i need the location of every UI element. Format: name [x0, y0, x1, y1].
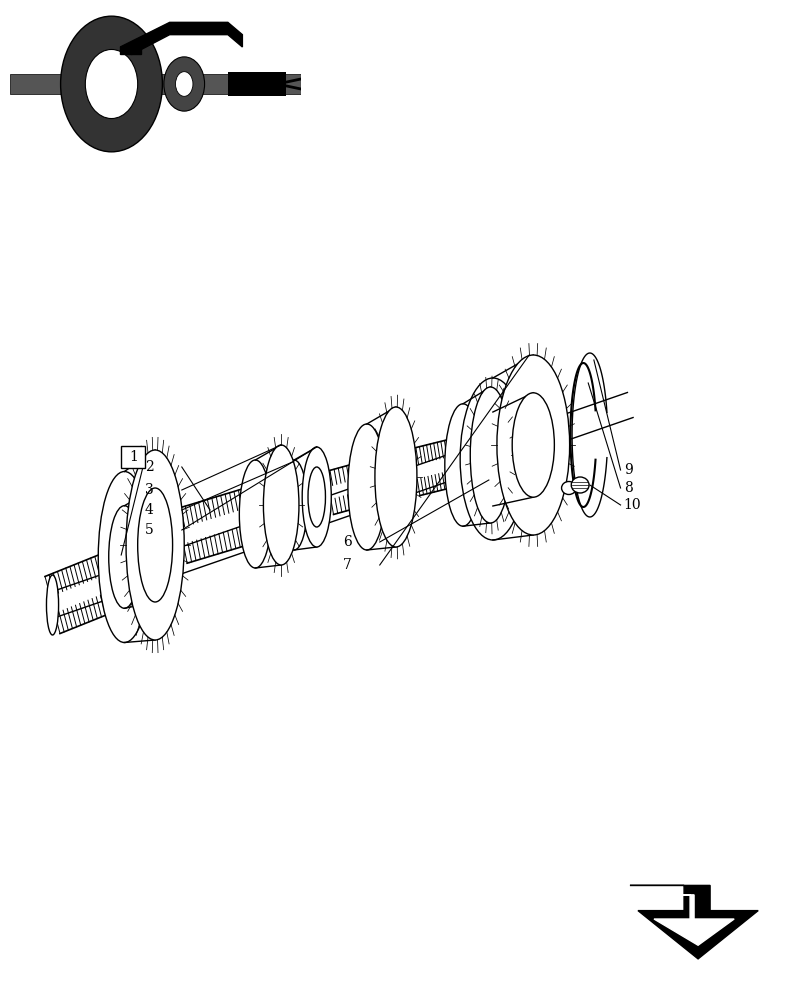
Ellipse shape — [86, 49, 137, 119]
Polygon shape — [120, 47, 141, 54]
Ellipse shape — [302, 447, 331, 547]
Text: 7: 7 — [343, 558, 351, 572]
Ellipse shape — [281, 460, 307, 550]
Text: 9: 9 — [624, 463, 633, 477]
Ellipse shape — [47, 575, 59, 635]
Text: 8: 8 — [624, 481, 633, 495]
Bar — [228, 72, 286, 96]
Text: 1: 1 — [129, 450, 137, 464]
Bar — [10, 74, 301, 94]
Ellipse shape — [126, 450, 184, 640]
Ellipse shape — [308, 467, 326, 527]
Text: 2: 2 — [145, 460, 154, 474]
Ellipse shape — [444, 404, 482, 526]
Text: 3: 3 — [145, 483, 154, 497]
Ellipse shape — [175, 72, 193, 96]
Ellipse shape — [61, 16, 162, 152]
Polygon shape — [630, 885, 758, 959]
Ellipse shape — [348, 424, 385, 550]
Ellipse shape — [109, 506, 140, 608]
Text: 10: 10 — [624, 498, 642, 512]
Text: 4: 4 — [145, 503, 154, 517]
Ellipse shape — [512, 393, 554, 497]
Ellipse shape — [470, 387, 511, 523]
Ellipse shape — [461, 378, 526, 540]
Ellipse shape — [562, 482, 576, 494]
Ellipse shape — [375, 407, 417, 547]
Bar — [121, 446, 145, 468]
Ellipse shape — [263, 445, 299, 565]
Ellipse shape — [164, 57, 204, 111]
Polygon shape — [120, 22, 242, 54]
Ellipse shape — [497, 355, 570, 535]
Polygon shape — [644, 895, 734, 945]
Text: 5: 5 — [145, 523, 154, 537]
Text: 6: 6 — [343, 535, 351, 549]
Ellipse shape — [239, 460, 271, 568]
Ellipse shape — [571, 477, 589, 493]
Ellipse shape — [474, 412, 511, 506]
Ellipse shape — [137, 488, 173, 602]
Ellipse shape — [99, 472, 150, 643]
